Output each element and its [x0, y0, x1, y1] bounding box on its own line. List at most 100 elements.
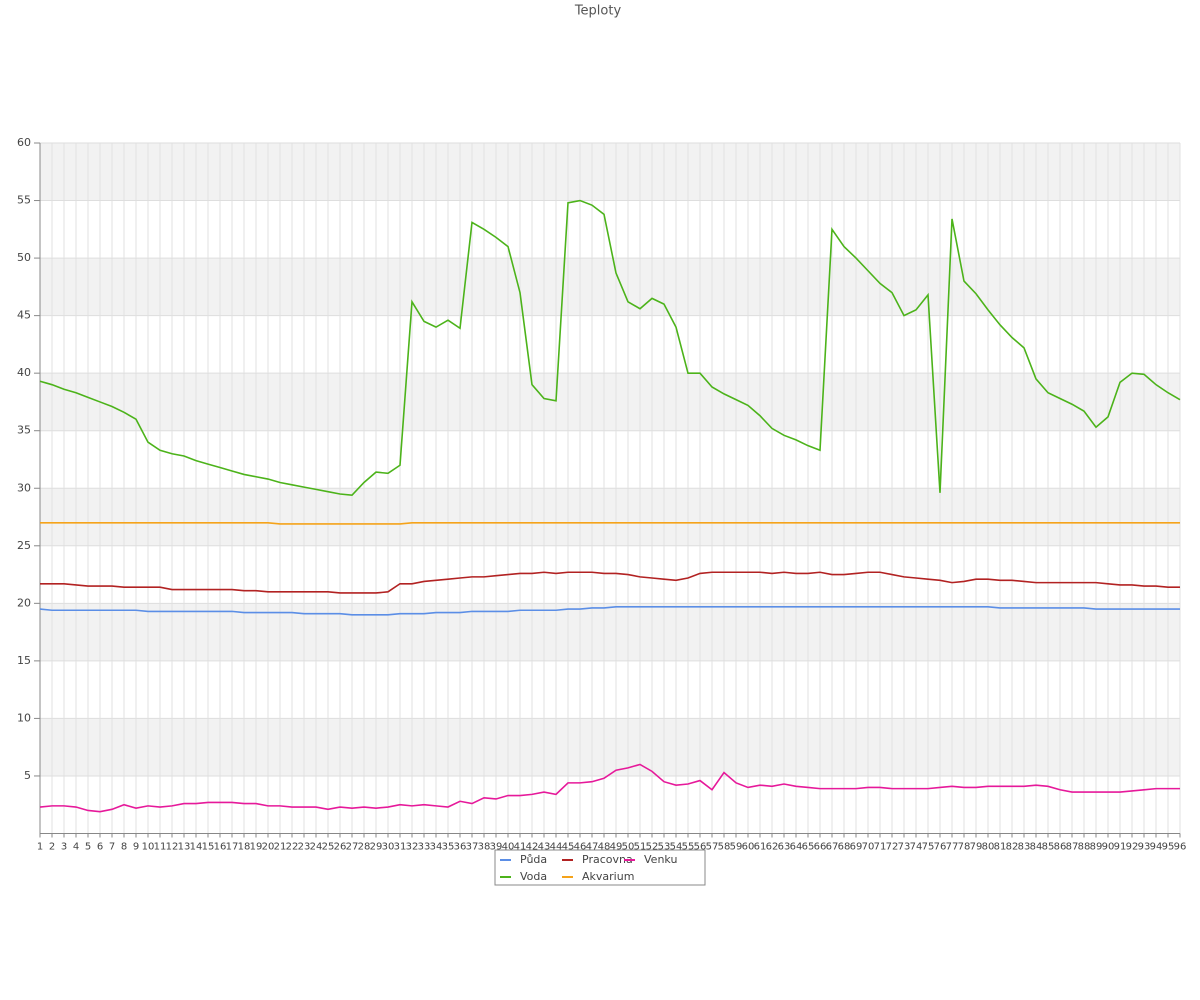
y-tick-label: 55: [17, 194, 31, 207]
x-tick-label: 77: [946, 842, 959, 853]
x-tick-label: 66: [814, 842, 827, 853]
y-tick-label: 60: [17, 136, 31, 149]
x-tick-label: 24: [310, 842, 323, 853]
x-tick-label: 52: [646, 842, 659, 853]
x-tick-label: 75: [922, 842, 935, 853]
x-tick-label: 73: [898, 842, 911, 853]
x-tick-label: 84: [1030, 842, 1043, 853]
series-line: [40, 521, 1180, 525]
x-tick-label: 36: [454, 842, 467, 853]
x-tick-label: 29: [370, 842, 383, 853]
x-tick-label: 45: [562, 842, 575, 853]
x-tick-label: 48: [598, 842, 611, 853]
legend-label: Voda: [520, 870, 547, 883]
legend-label: Venku: [644, 853, 677, 866]
x-tick-label: 31: [394, 842, 407, 853]
x-tick-label: 13: [178, 842, 191, 853]
x-tick-label: 94: [1150, 842, 1163, 853]
legend-label: Pracovna: [582, 853, 633, 866]
x-tick-label: 30: [382, 842, 395, 853]
x-tick-label: 35: [442, 842, 455, 853]
x-tick-label: 33: [418, 842, 431, 853]
chart-title: Teploty: [574, 4, 622, 19]
x-tick-label: 34: [430, 842, 443, 853]
y-tick-label: 5: [24, 769, 31, 782]
x-tick-label: 95: [1162, 842, 1175, 853]
x-tick-label: 28: [358, 842, 371, 853]
x-tick-label: 53: [658, 842, 671, 853]
x-tick-label: 32: [406, 842, 419, 853]
x-tick-label: 38: [478, 842, 491, 853]
x-tick-label: 23: [298, 842, 311, 853]
x-tick-label: 18: [238, 842, 251, 853]
x-tick-label: 47: [586, 842, 599, 853]
x-tick-label: 81: [994, 842, 1007, 853]
x-tick-label: 3: [61, 842, 67, 853]
x-tick-label: 60: [742, 842, 755, 853]
x-tick-label: 78: [958, 842, 971, 853]
x-tick-label: 7: [109, 842, 115, 853]
x-tick-label: 43: [538, 842, 551, 853]
grid-band: [40, 603, 1180, 661]
x-tick-label: 39: [490, 842, 503, 853]
x-tick-label: 22: [286, 842, 299, 853]
x-tick-label: 65: [802, 842, 815, 853]
x-tick-label: 19: [250, 842, 263, 853]
grid-band: [40, 718, 1180, 776]
x-tick-label: 51: [634, 842, 647, 853]
x-tick-label: 62: [766, 842, 779, 853]
x-tick-label: 49: [610, 842, 623, 853]
x-tick-label: 96: [1174, 842, 1187, 853]
x-tick-label: 4: [73, 842, 79, 853]
grid-band: [40, 488, 1180, 546]
y-tick-label: 35: [17, 424, 31, 437]
x-tick-label: 42: [526, 842, 539, 853]
x-tick-label: 67: [826, 842, 839, 853]
x-tick-label: 8: [121, 842, 127, 853]
x-tick-label: 25: [322, 842, 335, 853]
x-tick-label: 72: [886, 842, 899, 853]
x-tick-label: 37: [466, 842, 479, 853]
x-tick-label: 57: [706, 842, 719, 853]
y-tick-label: 45: [17, 309, 31, 322]
x-tick-label: 56: [694, 842, 707, 853]
x-tick-label: 63: [778, 842, 791, 853]
x-tick-label: 15: [202, 842, 215, 853]
x-tick-label: 5: [85, 842, 91, 853]
y-tick-label: 20: [17, 596, 31, 609]
x-tick-label: 74: [910, 842, 923, 853]
legend: [494, 849, 706, 886]
x-tick-label: 59: [730, 842, 743, 853]
x-tick-label: 11: [154, 842, 167, 853]
x-tick-label: 55: [682, 842, 695, 853]
x-tick-label: 83: [1018, 842, 1031, 853]
x-tick-label: 6: [97, 842, 103, 853]
x-tick-label: 82: [1006, 842, 1019, 853]
x-tick-label: 2: [49, 842, 55, 853]
x-tick-label: 10: [142, 842, 155, 853]
x-tick-label: 70: [862, 842, 875, 853]
legend-label: Akvarium: [582, 870, 634, 883]
x-tick-label: 64: [790, 842, 803, 853]
y-tick-label: 10: [17, 711, 31, 724]
x-tick-label: 27: [346, 842, 359, 853]
x-tick-label: 61: [754, 842, 767, 853]
x-tick-label: 68: [838, 842, 851, 853]
series-line: [39, 763, 1180, 813]
x-tick-label: 71: [874, 842, 887, 853]
x-tick-label: 14: [190, 842, 203, 853]
x-tick-label: 87: [1066, 842, 1079, 853]
x-tick-label: 86: [1054, 842, 1067, 853]
y-tick-label: 50: [17, 251, 31, 264]
x-tick-label: 90: [1102, 842, 1115, 853]
x-tick-label: 46: [574, 842, 587, 853]
x-tick-label: 76: [934, 842, 947, 853]
y-tick-label: 30: [17, 481, 31, 494]
y-tick-label: 25: [17, 539, 31, 552]
x-tick-label: 21: [274, 842, 287, 853]
x-tick-label: 91: [1114, 842, 1127, 853]
x-tick-label: 80: [982, 842, 995, 853]
x-tick-label: 89: [1090, 842, 1103, 853]
grid-band: [40, 373, 1180, 431]
